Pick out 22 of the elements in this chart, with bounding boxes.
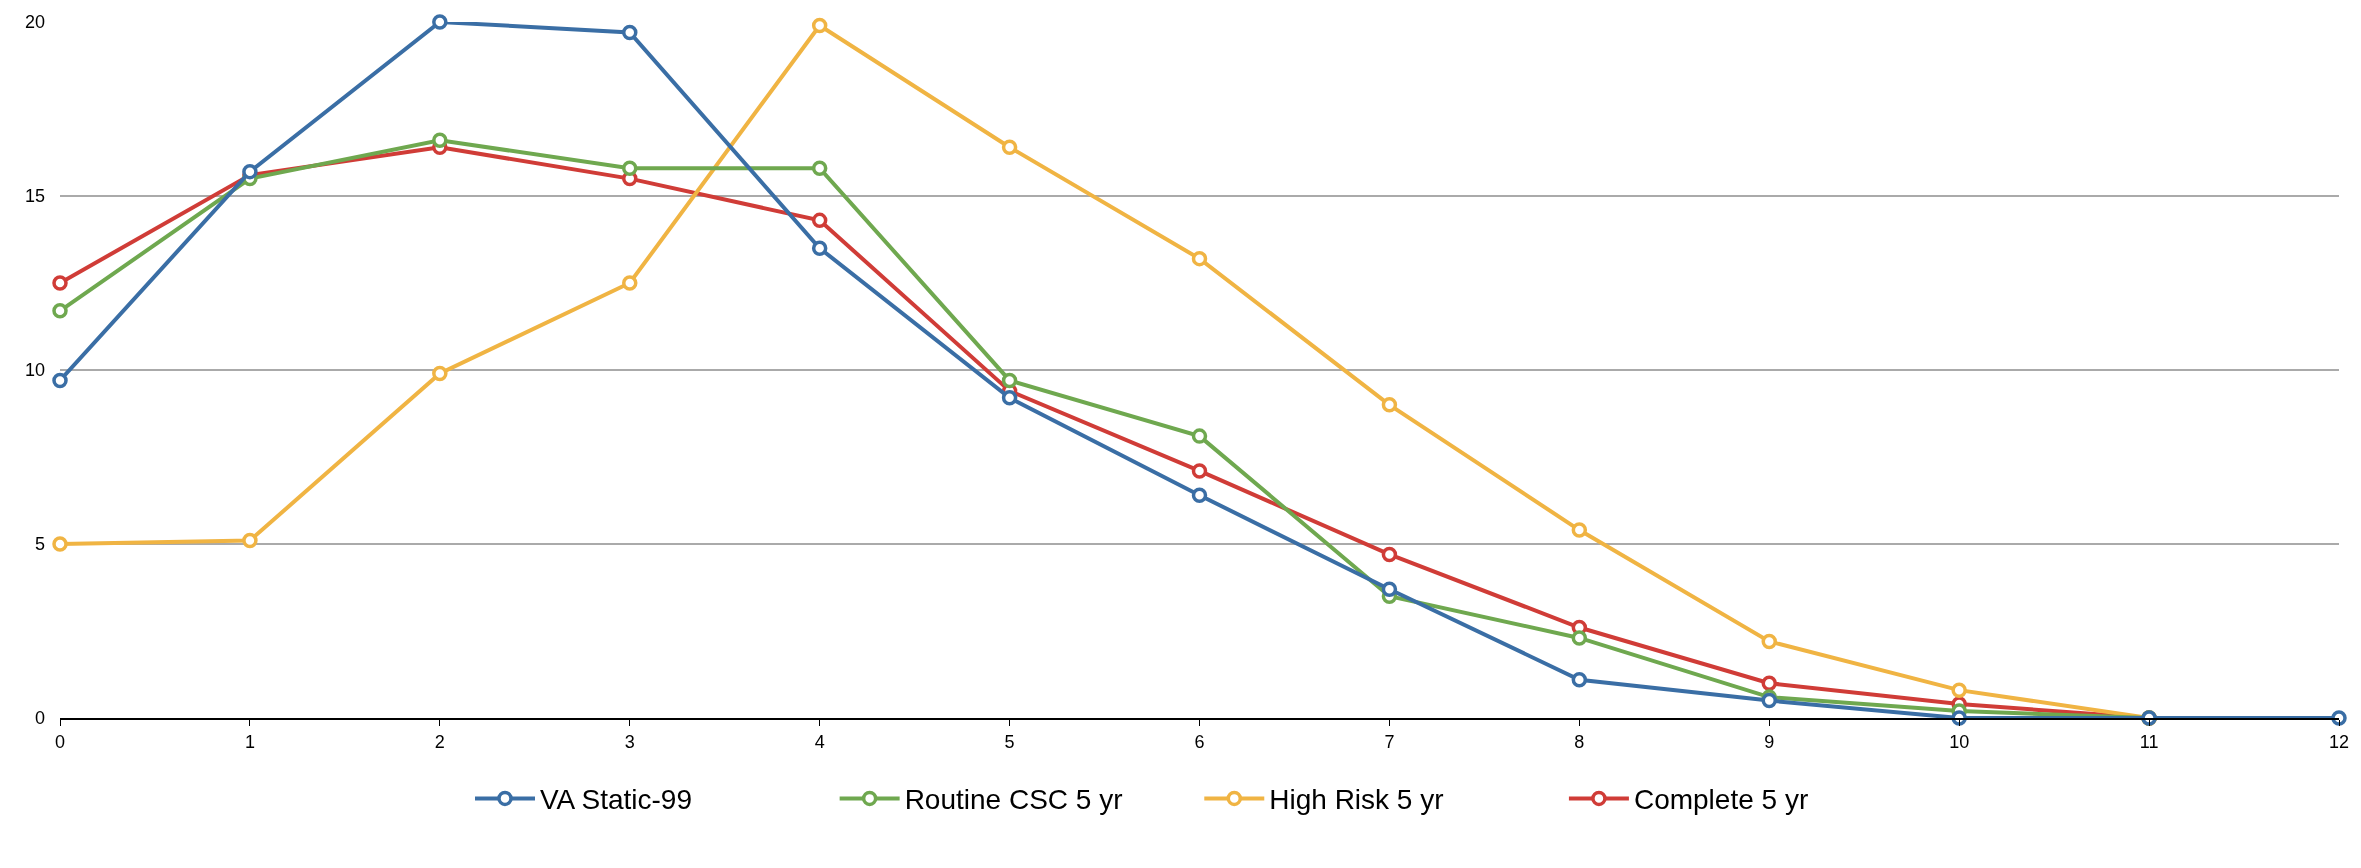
x-tick-label: 3 bbox=[624, 731, 635, 752]
legend-label: High Risk 5 yr bbox=[1269, 784, 1444, 816]
x-tick-label: 1 bbox=[244, 731, 255, 752]
x-tick-label: 7 bbox=[1384, 731, 1395, 752]
y-tick-label: 15 bbox=[24, 186, 45, 207]
legend-label: Complete 5 yr bbox=[1633, 784, 1809, 816]
x-tick-label: 12 bbox=[2328, 731, 2350, 752]
y-tick-label: 10 bbox=[24, 360, 45, 381]
x-tick-label: 0 bbox=[54, 731, 66, 752]
y-tick-label: 0 bbox=[34, 708, 45, 729]
x-tick-label: 2 bbox=[434, 731, 445, 752]
x-tick-label: 9 bbox=[1764, 731, 1775, 752]
y-tick-label: 5 bbox=[34, 534, 45, 555]
x-tick-label: 8 bbox=[1574, 731, 1585, 752]
legend-label: Routine CSC 5 yr bbox=[904, 784, 1123, 816]
legend-label: VA Static-99 bbox=[540, 784, 693, 816]
x-tick-label: 5 bbox=[1004, 731, 1015, 752]
x-tick-label: 11 bbox=[2139, 731, 2159, 752]
x-tick-label: 4 bbox=[814, 731, 825, 752]
y-tick-label: 20 bbox=[24, 12, 45, 33]
x-tick-label: 10 bbox=[1949, 731, 1970, 752]
x-tick-label: 6 bbox=[1194, 731, 1205, 752]
